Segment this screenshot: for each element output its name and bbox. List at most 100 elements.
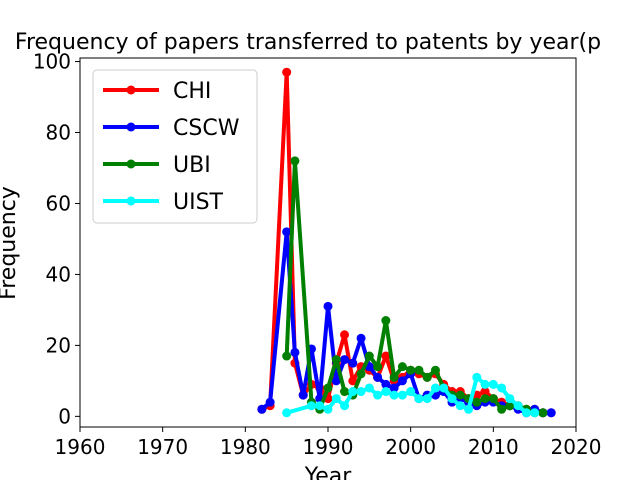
data-point (430, 383, 440, 393)
plot-area (79, 57, 577, 428)
legend-swatch-marker (126, 196, 136, 206)
data-point (397, 390, 407, 400)
data-point (414, 365, 424, 375)
x-axis: 1960 1970 1980 1990 2000 2010 2020 (55, 427, 602, 459)
data-point (323, 301, 333, 311)
chart-title: Frequency of papers transferred to paten… (15, 30, 601, 55)
series-uist (282, 372, 540, 418)
data-point (348, 358, 358, 368)
data-point (298, 390, 308, 400)
data-point (464, 404, 474, 414)
data-point (373, 372, 383, 382)
data-point (389, 383, 399, 393)
data-point (472, 397, 482, 407)
series-ubi (282, 156, 548, 418)
legend-swatch-marker (126, 122, 136, 132)
data-point (521, 408, 531, 418)
legend-items: CHI CSCW UBI UIST (103, 79, 240, 215)
y-axis: 0 20 40 60 80 100 (33, 50, 80, 428)
data-point (364, 351, 374, 361)
data-point (373, 390, 383, 400)
data-point (455, 401, 465, 411)
data-point (397, 376, 407, 386)
legend-box (92, 69, 258, 224)
y-tick-label: 80 (46, 121, 71, 145)
x-tick-label: 1960 (55, 435, 106, 459)
x-tick-label: 1990 (303, 435, 354, 459)
data-point (340, 387, 350, 397)
data-point (505, 394, 515, 404)
legend-item-ubi: UBI (103, 153, 211, 178)
data-point (323, 404, 333, 414)
y-tick-label: 60 (46, 191, 71, 215)
data-point (364, 383, 374, 393)
data-point (381, 379, 391, 389)
data-point (257, 404, 267, 414)
y-tick-label: 0 (58, 404, 71, 428)
data-point (340, 330, 350, 340)
data-point (323, 383, 333, 393)
y-axis-label: Frequency (0, 186, 21, 300)
legend-label: UBI (173, 153, 211, 178)
data-point (282, 67, 292, 77)
legend-item-cscw: CSCW (103, 116, 240, 141)
legend-swatch-marker (126, 159, 136, 169)
x-tick-label: 1980 (220, 435, 271, 459)
x-axis-label: Year (304, 464, 353, 480)
data-point (348, 376, 358, 386)
data-point (513, 401, 523, 411)
x-tick-label: 2020 (551, 435, 602, 459)
legend-label: CHI (173, 79, 211, 104)
y-tick-label: 20 (46, 333, 71, 357)
legend-label: CSCW (173, 116, 240, 141)
legend-swatch-marker (126, 85, 136, 95)
data-point (422, 394, 432, 404)
y-tick-label: 40 (46, 262, 71, 286)
data-point (356, 333, 366, 343)
data-point (331, 376, 341, 386)
data-point (348, 387, 358, 397)
data-point (315, 401, 325, 411)
data-point (480, 394, 490, 404)
data-point (414, 394, 424, 404)
data-point (397, 362, 407, 372)
x-tick-label: 1970 (137, 435, 188, 459)
legend-item-uist: UIST (103, 190, 224, 215)
data-point (373, 362, 383, 372)
data-point (447, 394, 457, 404)
data-point (381, 387, 391, 397)
data-point (546, 408, 556, 418)
y-tick-label: 100 (33, 50, 71, 74)
data-point (472, 372, 482, 382)
data-point (505, 401, 515, 411)
x-tick-label: 2000 (385, 435, 436, 459)
data-point (282, 408, 292, 418)
x-tick-label: 2010 (468, 435, 519, 459)
data-point (381, 316, 391, 326)
data-point (389, 390, 399, 400)
data-point (530, 408, 540, 418)
data-point (480, 387, 490, 397)
data-point (406, 387, 416, 397)
data-point (356, 387, 366, 397)
data-point (389, 372, 399, 382)
data-point (290, 347, 300, 357)
data-point (265, 397, 275, 407)
data-point (282, 227, 292, 237)
data-point (538, 408, 548, 418)
data-point (290, 156, 300, 166)
series-layer (257, 67, 556, 418)
data-point (497, 404, 507, 414)
data-point (306, 401, 316, 411)
data-point (480, 379, 490, 389)
legend-label: UIST (173, 190, 224, 215)
data-point (331, 394, 341, 404)
data-point (455, 390, 465, 400)
data-point (439, 383, 449, 393)
data-point (340, 401, 350, 411)
data-point (497, 383, 507, 393)
data-point (406, 365, 416, 375)
legend-item-chi: CHI (103, 79, 211, 104)
data-point (356, 369, 366, 379)
